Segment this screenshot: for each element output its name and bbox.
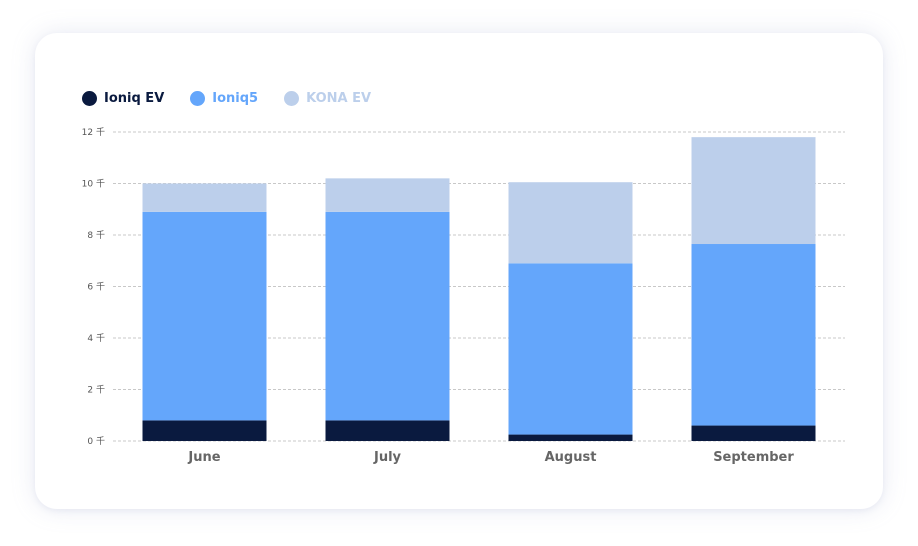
bar-june-kona-ev: [142, 183, 267, 212]
bar-september-kona-ev: [691, 137, 816, 245]
y-tick-label: 2 千: [87, 385, 105, 396]
bar-july-kona-ev: [325, 178, 450, 212]
legend-label: Ioniq5: [212, 90, 259, 106]
y-tick-label: 4 千: [87, 333, 105, 344]
legend-dot: [284, 90, 300, 106]
y-tick-label: 6 千: [87, 282, 105, 293]
x-tick-label: June: [187, 450, 220, 465]
x-tick-label: September: [713, 450, 794, 465]
y-tick-label: 10 千: [82, 179, 105, 190]
bar-june-ioniq-ev: [142, 420, 267, 441]
y-tick-label: 0 千: [87, 436, 105, 447]
chart-legend: Ioniq EV Ioniq5 KONA EV: [82, 88, 397, 108]
bar-july-ioniq-ev: [325, 420, 450, 441]
bar-august-ioniq-ev: [508, 434, 633, 441]
x-tick-label: July: [373, 450, 402, 465]
y-tick-label: 12 千: [82, 127, 105, 138]
bar-september-ioniq5: [691, 244, 816, 426]
bar-august-kona-ev: [508, 182, 633, 264]
legend-item-kona-ev[interactable]: KONA EV: [284, 90, 372, 106]
legend-item-ioniq-ev[interactable]: Ioniq EV: [82, 90, 165, 106]
bar-july-ioniq5: [325, 211, 450, 421]
bar-september-ioniq-ev: [691, 425, 816, 441]
legend-item-ioniq5[interactable]: Ioniq5: [190, 90, 259, 106]
bar-june-ioniq5: [142, 211, 267, 421]
y-tick-label: 8 千: [87, 230, 105, 241]
legend-dot: [82, 90, 97, 106]
bar-august-ioniq5: [508, 263, 633, 435]
x-tick-label: August: [545, 450, 597, 465]
legend-dot: [190, 90, 206, 106]
legend-label: Ioniq EV: [104, 90, 165, 106]
legend-label: KONA EV: [306, 90, 372, 106]
